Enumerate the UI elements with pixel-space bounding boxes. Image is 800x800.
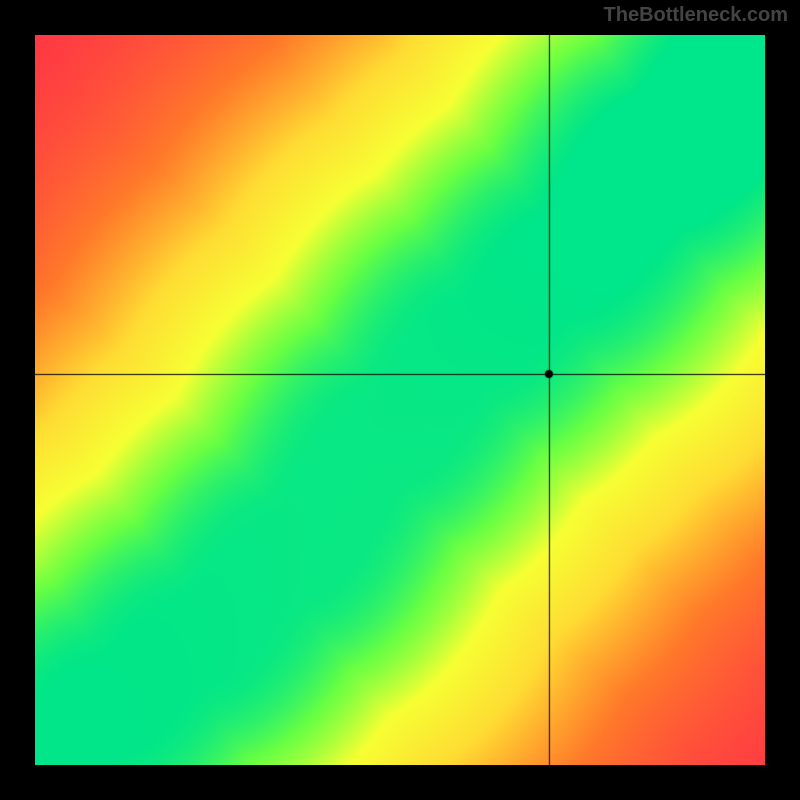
heatmap-plot [35,35,765,765]
attribution-text: TheBottleneck.com [604,4,788,27]
chart-container: TheBottleneck.com [0,0,800,800]
heatmap-canvas [35,35,765,765]
